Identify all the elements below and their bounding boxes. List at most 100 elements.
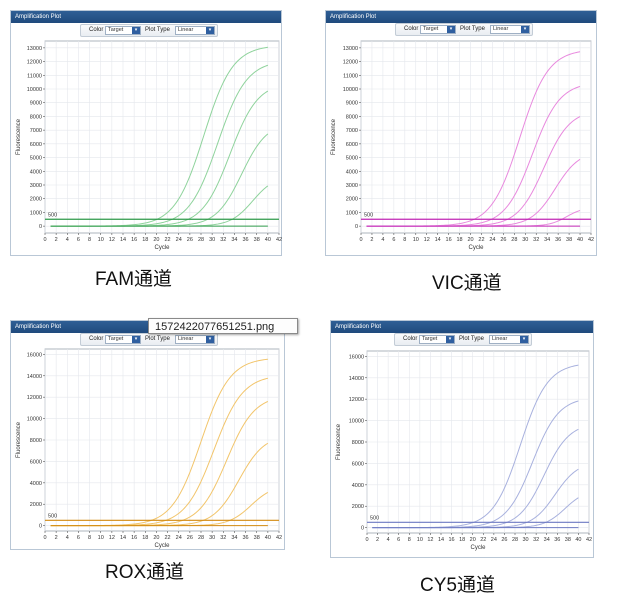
amplification-chart-fam: 0 2 4 6 8 10 12 14 16 18 20 22 24 26 28 30 32 34 36 38 40 420… [16, 40, 282, 251]
x-tick-label: 0 [43, 535, 46, 541]
y-tick-label: 9000 [346, 101, 358, 107]
plot-toolbar: Color Target ▾ Plot Type Linear ▾ [394, 333, 532, 346]
x-axis-label: Cycle [154, 245, 170, 251]
x-tick-label: 16 [446, 237, 452, 243]
x-tick-label: 22 [165, 535, 171, 541]
x-tick-label: 16 [449, 537, 455, 543]
y-axis-label: Fluorescence [16, 118, 22, 155]
x-tick-label: 18 [142, 535, 148, 541]
plot-type-select-value: Linear [178, 336, 194, 342]
x-tick-label: 38 [254, 535, 260, 541]
plot-type-select[interactable]: Linear ▾ [489, 335, 529, 344]
y-tick-label: 14000 [27, 374, 42, 380]
x-axis-label: Cycle [154, 543, 170, 549]
y-tick-label: 10000 [349, 419, 364, 425]
x-tick-label: 34 [231, 237, 237, 243]
y-tick-label: 16000 [349, 354, 364, 360]
color-label: Color [403, 336, 418, 342]
y-tick-label: 13000 [343, 46, 358, 52]
color-select-value: Target [422, 336, 438, 342]
x-tick-label: 32 [220, 237, 226, 243]
y-tick-label: 4000 [30, 481, 42, 487]
x-tick-label: 22 [478, 237, 484, 243]
chevron-down-icon[interactable]: ▾ [132, 336, 140, 343]
y-tick-label: 0 [39, 524, 42, 530]
y-tick-label: 0 [39, 224, 42, 230]
color-select[interactable]: Target ▾ [419, 335, 455, 344]
x-tick-label: 42 [588, 237, 594, 243]
chevron-down-icon[interactable]: ▾ [132, 27, 140, 34]
x-tick-label: 30 [209, 535, 215, 541]
plot-type-select[interactable]: Linear ▾ [490, 25, 530, 34]
color-select-value: Target [108, 27, 124, 33]
chevron-down-icon[interactable]: ▾ [206, 27, 214, 34]
y-tick-label: 2000 [352, 504, 364, 510]
y-tick-label: 2000 [346, 197, 358, 203]
plot-type-select[interactable]: Linear ▾ [175, 26, 215, 35]
x-tick-label: 20 [470, 537, 476, 543]
plot-type-select[interactable]: Linear ▾ [175, 335, 215, 344]
y-axis-label: Fluorescence [331, 118, 337, 155]
x-tick-label: 26 [187, 535, 193, 541]
x-tick-label: 18 [459, 537, 465, 543]
y-tick-label: 5000 [346, 156, 358, 162]
x-tick-label: 34 [231, 535, 237, 541]
y-tick-label: 14000 [349, 376, 364, 382]
y-tick-label: 12000 [343, 60, 358, 66]
threshold-label: 500 [48, 212, 57, 218]
x-tick-label: 14 [120, 535, 126, 541]
y-tick-label: 3000 [30, 183, 42, 189]
x-tick-label: 0 [359, 237, 362, 243]
y-tick-label: 4000 [346, 169, 358, 175]
plot-toolbar: Color Target ▾ Plot Type Linear ▾ [80, 333, 218, 346]
y-tick-label: 12000 [27, 60, 42, 66]
x-tick-label: 32 [220, 535, 226, 541]
x-tick-label: 8 [403, 237, 406, 243]
color-select[interactable]: Target ▾ [105, 335, 141, 344]
x-tick-label: 2 [55, 535, 58, 541]
amplification-chart-vic: 0 2 4 6 8 10 12 14 16 18 20 22 24 26 28 30 32 34 36 38 40 420… [331, 40, 594, 251]
plot-type-label: Plot Type [460, 26, 485, 32]
x-tick-label: 32 [533, 237, 539, 243]
color-label: Color [89, 336, 104, 342]
x-tick-label: 14 [120, 237, 126, 243]
plot-type-label: Plot Type [459, 336, 484, 342]
y-tick-label: 8000 [30, 438, 42, 444]
chevron-down-icon[interactable]: ▾ [206, 336, 214, 343]
x-tick-label: 18 [142, 237, 148, 243]
threshold-label: 500 [364, 212, 373, 218]
x-tick-label: 4 [387, 537, 390, 543]
plot-type-select-value: Linear [178, 27, 194, 33]
y-tick-label: 10000 [343, 87, 358, 93]
y-tick-label: 2000 [30, 197, 42, 203]
x-tick-label: 4 [66, 237, 69, 243]
color-label: Color [89, 27, 104, 33]
color-select[interactable]: Target ▾ [420, 25, 456, 34]
x-tick-label: 32 [533, 537, 539, 543]
x-tick-label: 10 [98, 237, 104, 243]
y-tick-label: 4000 [352, 483, 364, 489]
x-tick-label: 36 [555, 237, 561, 243]
x-tick-label: 42 [276, 237, 282, 243]
x-tick-label: 8 [88, 535, 91, 541]
chevron-down-icon[interactable]: ▾ [446, 336, 454, 343]
chevron-down-icon[interactable]: ▾ [521, 26, 529, 33]
color-select-value: Target [423, 26, 439, 32]
x-tick-label: 2 [370, 237, 373, 243]
x-tick-label: 34 [544, 237, 550, 243]
plot-type-label: Plot Type [145, 27, 170, 33]
x-axis-label: Cycle [470, 545, 486, 551]
x-tick-label: 38 [566, 237, 572, 243]
plot-type-select-value: Linear [492, 336, 508, 342]
color-select[interactable]: Target ▾ [105, 26, 141, 35]
x-tick-label: 30 [522, 237, 528, 243]
x-tick-label: 22 [480, 537, 486, 543]
amplification-plot-window-rox: Amplification Plot Color Target ▾ Plot T… [10, 320, 285, 550]
x-tick-label: 28 [198, 237, 204, 243]
threshold-label: 500 [48, 513, 57, 519]
x-tick-label: 28 [512, 537, 518, 543]
y-tick-label: 7000 [346, 128, 358, 134]
chevron-down-icon[interactable]: ▾ [447, 26, 455, 33]
x-tick-label: 2 [55, 237, 58, 243]
chevron-down-icon[interactable]: ▾ [520, 336, 528, 343]
